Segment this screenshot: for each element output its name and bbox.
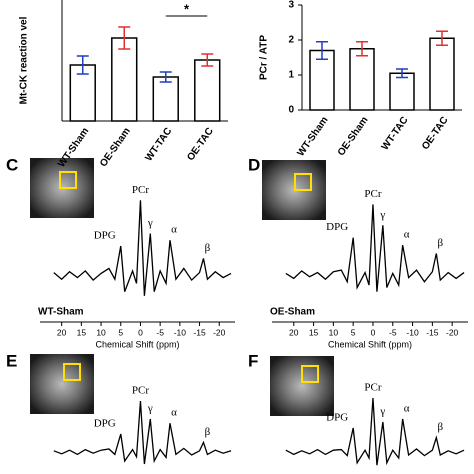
x-tick-label: 15 — [309, 327, 319, 337]
x-tick-label: OE-Sham — [98, 126, 133, 169]
error-bar — [201, 53, 214, 67]
x-tick-label: OE-Sham — [336, 115, 371, 158]
x-tick-label: 10 — [96, 327, 106, 337]
y-tick-label: 1 — [288, 70, 294, 81]
peak-label: β — [438, 421, 444, 433]
peak-label: PCr — [132, 184, 149, 196]
x-tick-label: -20 — [446, 327, 459, 337]
x-tick-label: -10 — [174, 327, 187, 337]
x-tick-label: WT-TAC — [143, 126, 174, 164]
peak-label: DPG — [94, 230, 116, 242]
panel-letter: D — [248, 155, 260, 174]
error-bar — [76, 55, 89, 75]
peak-label: PCr — [364, 188, 381, 200]
x-tick-label: 5 — [351, 327, 356, 337]
panel-letter: C — [6, 155, 18, 174]
peak-label: PCr — [132, 385, 149, 397]
x-axis-label: Chemical Shift (ppm) — [95, 339, 179, 349]
x-tick-label: OE-TAC — [185, 126, 216, 163]
error-bar — [118, 26, 131, 50]
peak-label: γ — [379, 209, 385, 221]
bar — [194, 59, 221, 122]
peak-label: α — [171, 407, 177, 419]
y-tick-label: 0 — [288, 105, 294, 116]
bar — [349, 48, 375, 111]
peak-label: DPG — [94, 418, 116, 430]
x-tick-label: 20 — [289, 327, 299, 337]
significance-mark: * — [184, 1, 190, 16]
x-tick-label: -20 — [213, 327, 226, 337]
mri-image — [30, 158, 334, 416]
y-tick-label: 3 — [288, 0, 294, 11]
x-axis-label: Chemical Shift (ppm) — [328, 339, 412, 349]
peak-label: α — [404, 229, 410, 241]
x-tick-label: -5 — [389, 327, 397, 337]
x-tick-label: -15 — [193, 327, 206, 337]
x-tick-label: -10 — [406, 327, 419, 337]
bar — [309, 49, 335, 111]
peak-label: γ — [147, 217, 153, 229]
peak-label: γ — [147, 403, 153, 415]
peak-label: β — [205, 426, 211, 438]
x-tick-label: OE-TAC — [420, 115, 451, 152]
x-tick-label: 0 — [371, 327, 376, 337]
bar — [152, 76, 179, 122]
error-bar — [396, 68, 408, 79]
peak-label: PCr — [364, 382, 381, 394]
bar — [111, 37, 138, 122]
bar — [389, 72, 415, 111]
x-tick-label: WT-Sham — [295, 115, 330, 159]
y-tick-label: 2 — [288, 35, 294, 46]
x-tick-label: -15 — [426, 327, 439, 337]
peak-label: α — [404, 403, 410, 415]
x-tick-label: 0 — [138, 327, 143, 337]
peak-label: β — [438, 237, 444, 249]
peak-label: α — [171, 224, 177, 236]
peak-label: β — [205, 242, 211, 254]
panel-letter: E — [6, 351, 17, 370]
error-bar — [356, 41, 368, 57]
peak-label: DPG — [326, 221, 348, 233]
x-tick-label: 5 — [118, 327, 123, 337]
x-tick-label: WT-TAC — [380, 115, 411, 153]
sample-label: OE-Sham — [270, 307, 315, 318]
x-tick-label: 20 — [57, 327, 67, 337]
spectrum-line — [53, 200, 232, 296]
error-bar — [159, 71, 172, 83]
x-tick-label: 15 — [77, 327, 87, 337]
peak-label: DPG — [326, 412, 348, 424]
y-axis-label: PCr / ATP — [259, 35, 270, 80]
error-bar — [316, 41, 328, 60]
x-tick-label: -5 — [156, 327, 164, 337]
panel-letter: F — [248, 351, 258, 370]
y-axis-label: Mt-CK reaction vel — [19, 16, 30, 104]
bar — [429, 37, 455, 111]
x-tick-label: 10 — [329, 327, 339, 337]
sample-label: WT-Sham — [38, 307, 84, 318]
peak-label: γ — [379, 406, 385, 418]
spectrum-line — [285, 204, 465, 292]
error-bar — [436, 30, 448, 46]
spectrum-line — [53, 400, 232, 465]
spectrum-line — [285, 397, 465, 466]
